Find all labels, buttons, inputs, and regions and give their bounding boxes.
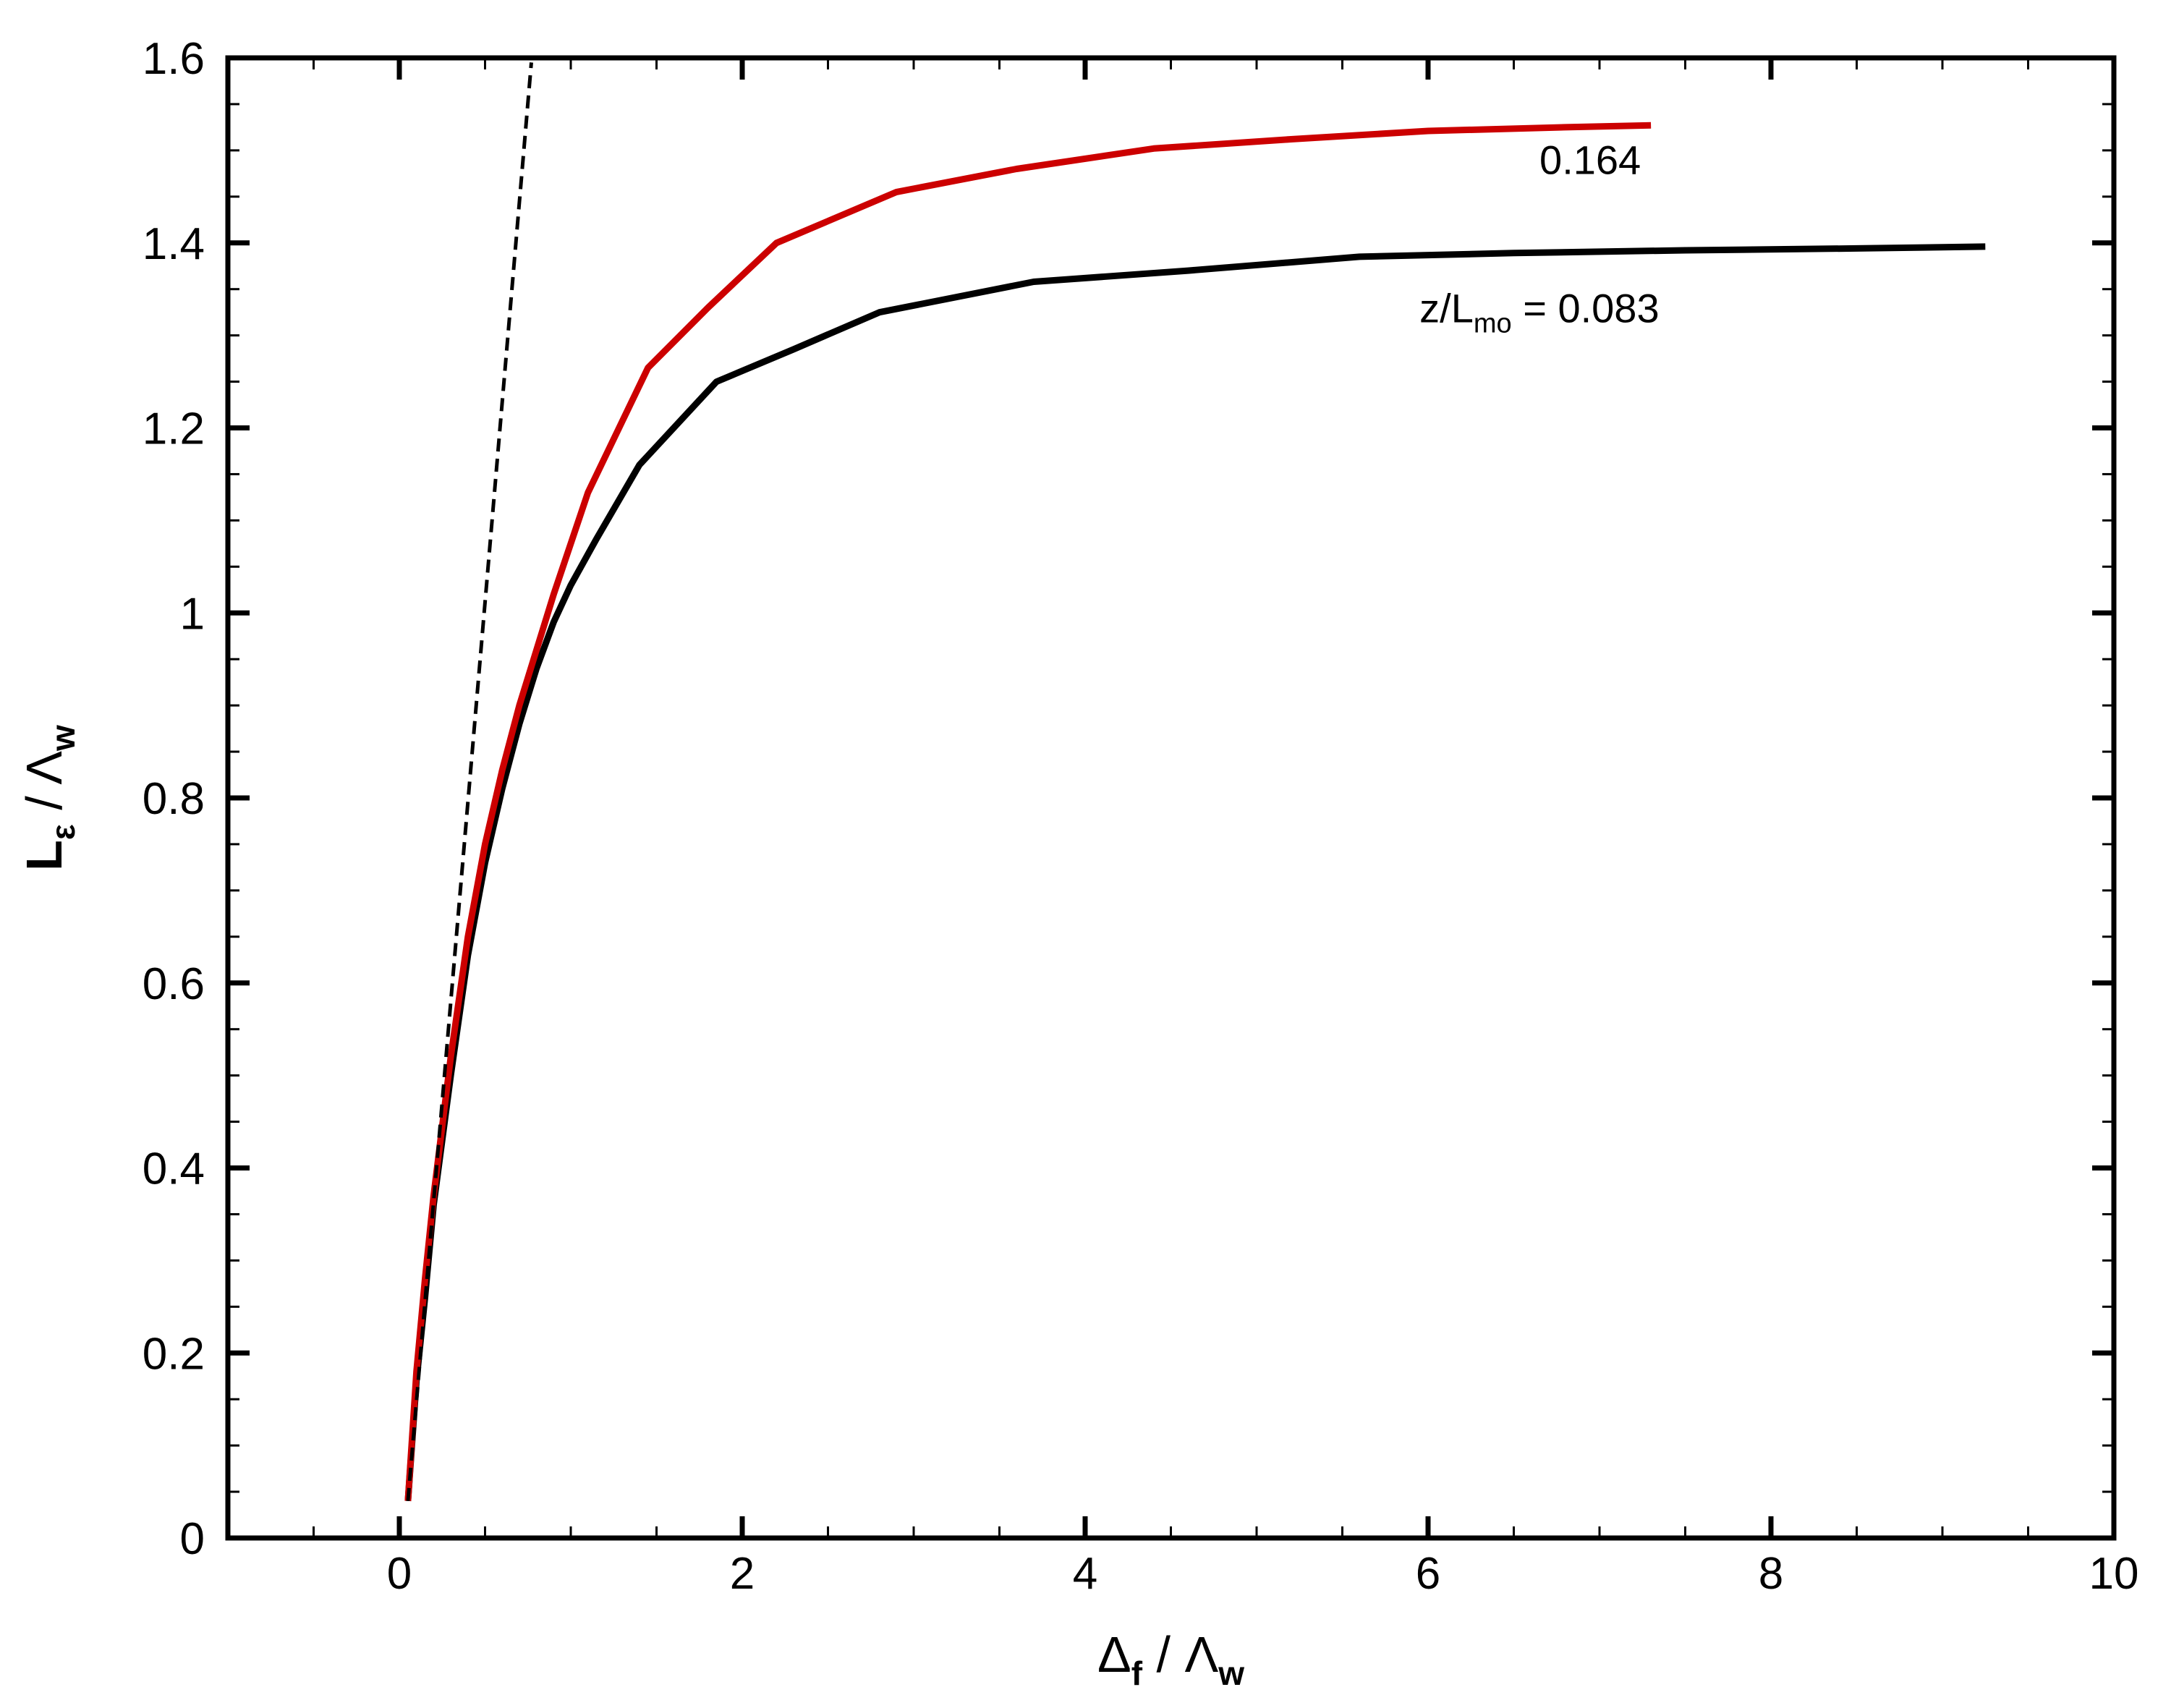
dashed-reference-line bbox=[406, 62, 533, 1502]
annotation-prefix: z/L bbox=[1419, 285, 1474, 331]
x-axis-label-rest: / Λ bbox=[1142, 1626, 1218, 1683]
y-tick-label: 0 bbox=[180, 1514, 205, 1564]
plot-frame bbox=[225, 55, 2117, 1541]
y-axis-label-main: L bbox=[16, 840, 72, 871]
ticks-layer bbox=[226, 55, 2117, 1541]
x-tick-label: 8 bbox=[1759, 1549, 1783, 1599]
y-axis-label-rest: / Λ bbox=[16, 751, 72, 824]
annotation-z-lmo: z/Lmo = 0.083 bbox=[1419, 285, 1659, 339]
y-axis-label-sub: ε bbox=[44, 824, 82, 840]
red-series-line bbox=[404, 122, 1652, 1502]
annotation-suffix: = 0.083 bbox=[1512, 285, 1660, 331]
y-tick-label: 0.2 bbox=[143, 1329, 205, 1379]
y-tick-label: 0.4 bbox=[143, 1144, 205, 1194]
y-axis-label: Lε / Λw bbox=[16, 725, 82, 871]
x-tick-label: 6 bbox=[1416, 1549, 1440, 1599]
tick-labels-layer: 0 2 4 6 8 10 0 0.2 0.4 0.6 0.8 1 1.2 1.4 1.6 bbox=[143, 34, 2139, 1599]
y-tick-label: 0.6 bbox=[143, 959, 205, 1009]
black-series-line bbox=[404, 243, 1986, 1502]
y-tick-label: 1.4 bbox=[143, 219, 205, 269]
x-tick-label: 2 bbox=[730, 1549, 755, 1599]
y-tick-label: 1.6 bbox=[143, 34, 205, 84]
x-axis-label-main: Δ bbox=[1097, 1626, 1131, 1683]
x-tick-label: 4 bbox=[1073, 1549, 1097, 1599]
x-axis-label-sub: f bbox=[1131, 1654, 1143, 1692]
y-tick-label: 1 bbox=[180, 589, 205, 639]
y-tick-label: 0.8 bbox=[143, 774, 205, 824]
x-axis-label: Δf / Λw bbox=[1097, 1626, 1244, 1692]
x-axis-label-sub2: w bbox=[1218, 1654, 1244, 1692]
annotation-0164: 0.164 bbox=[1539, 137, 1641, 183]
x-tick-label: 10 bbox=[2089, 1549, 2139, 1599]
curves-layer bbox=[404, 62, 1986, 1502]
annotation-subscript: mo bbox=[1474, 308, 1512, 339]
y-tick-label: 1.2 bbox=[143, 404, 205, 454]
y-axis-label-sub2: w bbox=[44, 725, 82, 752]
x-tick-label: 0 bbox=[387, 1549, 412, 1599]
